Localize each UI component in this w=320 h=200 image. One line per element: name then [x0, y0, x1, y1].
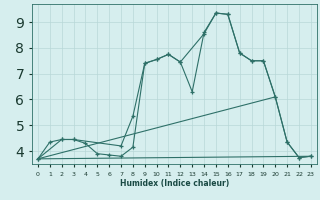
X-axis label: Humidex (Indice chaleur): Humidex (Indice chaleur) — [120, 179, 229, 188]
